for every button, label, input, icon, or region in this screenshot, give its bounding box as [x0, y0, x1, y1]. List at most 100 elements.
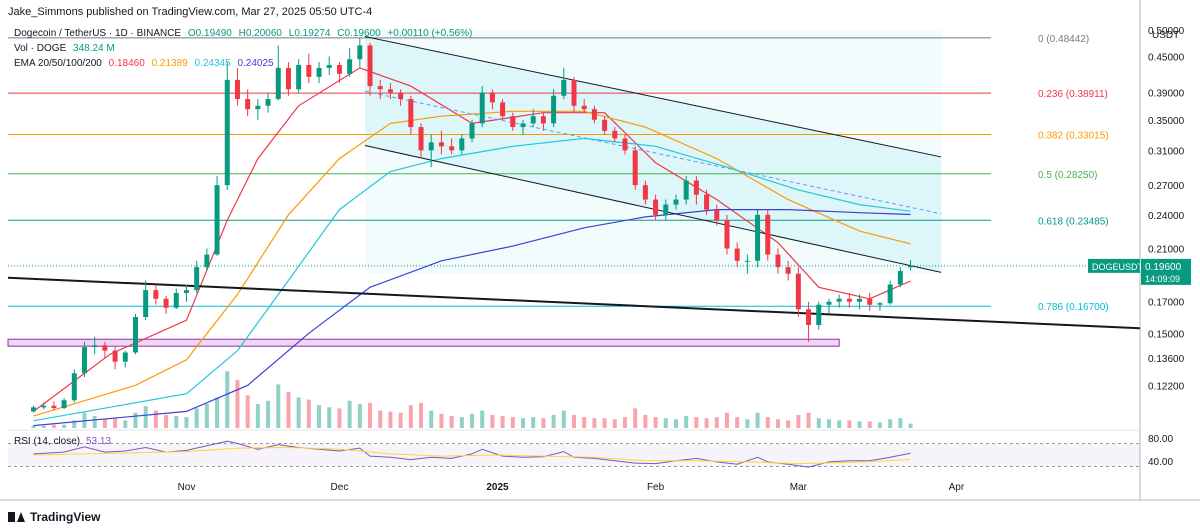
candle-body[interactable] — [71, 373, 77, 401]
candle-body[interactable] — [265, 99, 271, 106]
candle-body[interactable] — [897, 271, 903, 285]
candle-body[interactable] — [816, 304, 822, 326]
candle-body[interactable] — [316, 67, 322, 77]
candle-body[interactable] — [81, 347, 87, 374]
candle-body[interactable] — [540, 116, 546, 124]
candle-body[interactable] — [734, 248, 740, 261]
candle-body[interactable] — [724, 220, 730, 249]
candle-body[interactable] — [693, 180, 699, 195]
symbol-title[interactable]: Dogecoin / TetherUS · 1D · BINANCE — [14, 28, 182, 39]
candle-body[interactable] — [234, 79, 240, 100]
candle-body[interactable] — [755, 214, 761, 261]
candle-body[interactable] — [704, 194, 710, 210]
candle-body[interactable] — [173, 292, 179, 308]
candle-body[interactable] — [591, 109, 597, 120]
candle-body[interactable] — [806, 309, 812, 326]
candle-body[interactable] — [347, 59, 353, 74]
candle-body[interactable] — [500, 102, 506, 117]
candle-body[interactable] — [795, 273, 801, 310]
candle-body[interactable] — [785, 267, 791, 274]
volume-bar — [867, 421, 872, 428]
candle-body[interactable] — [489, 92, 495, 103]
candle-body[interactable] — [622, 138, 628, 151]
ema-line — [33, 209, 911, 427]
candle-body[interactable] — [122, 352, 128, 362]
candle-body[interactable] — [775, 254, 781, 268]
candle-body[interactable] — [204, 254, 210, 268]
candle-body[interactable] — [336, 64, 342, 74]
candle-body[interactable] — [867, 298, 873, 305]
candle-body[interactable] — [908, 265, 914, 268]
candle-body[interactable] — [306, 64, 312, 77]
candle-body[interactable] — [357, 45, 363, 60]
candle-body[interactable] — [530, 116, 536, 124]
candle-body[interactable] — [377, 86, 383, 90]
candle-body[interactable] — [520, 123, 526, 128]
candle-body[interactable] — [857, 298, 863, 302]
candle-body[interactable] — [112, 350, 118, 362]
candle-body[interactable] — [744, 260, 750, 262]
candle-body[interactable] — [183, 290, 189, 293]
volume-bar — [113, 418, 118, 428]
trendline-channel-mid[interactable] — [364, 90, 942, 215]
candle-body[interactable] — [275, 67, 281, 100]
candle-body[interactable] — [479, 92, 485, 124]
volume-bar — [123, 420, 128, 428]
volume-bar — [306, 399, 311, 428]
candle-body[interactable] — [245, 99, 251, 110]
candle-body[interactable] — [571, 79, 577, 106]
candle-body[interactable] — [418, 127, 424, 151]
candle-body[interactable] — [449, 146, 455, 151]
candle-body[interactable] — [428, 142, 434, 151]
candle-body[interactable] — [224, 79, 230, 186]
candle-body[interactable] — [61, 400, 67, 409]
candle-body[interactable] — [581, 105, 587, 110]
volume-label[interactable]: Vol · DOGE — [14, 43, 67, 54]
candle-body[interactable] — [551, 95, 557, 124]
candle-body[interactable] — [296, 64, 302, 90]
candle-body[interactable] — [653, 199, 659, 215]
candle-body[interactable] — [41, 405, 47, 408]
candle-body[interactable] — [459, 138, 465, 151]
candle-body[interactable] — [398, 92, 404, 100]
candle-body[interactable] — [51, 405, 57, 409]
candle-body[interactable] — [612, 130, 618, 139]
candle-body[interactable] — [642, 185, 648, 200]
candle-body[interactable] — [92, 345, 98, 348]
candle-body[interactable] — [132, 317, 138, 353]
ema-label[interactable]: EMA 20/50/100/200 — [14, 58, 102, 69]
candle-body[interactable] — [255, 105, 261, 110]
candle-body[interactable] — [877, 303, 883, 305]
candle-body[interactable] — [30, 407, 36, 412]
trendline-channel-upper[interactable] — [364, 36, 942, 158]
candle-body[interactable] — [143, 290, 149, 318]
candle-body[interactable] — [469, 123, 475, 139]
candle-body[interactable] — [683, 180, 689, 200]
candle-body[interactable] — [561, 79, 567, 96]
candle-body[interactable] — [846, 298, 852, 302]
candle-body[interactable] — [387, 89, 393, 93]
candle-body[interactable] — [765, 214, 771, 255]
candle-body[interactable] — [632, 150, 638, 186]
candle-body[interactable] — [367, 45, 373, 87]
trendline-channel-lower[interactable] — [364, 145, 942, 273]
candle-body[interactable] — [438, 142, 444, 147]
candle-body[interactable] — [163, 298, 169, 308]
candle-body[interactable] — [602, 119, 608, 131]
candle-body[interactable] — [663, 204, 669, 215]
tradingview-logo[interactable]: TradingView — [8, 510, 100, 524]
candle-body[interactable] — [326, 64, 332, 68]
candle-body[interactable] — [714, 209, 720, 221]
candle-body[interactable] — [285, 67, 291, 90]
candle-body[interactable] — [887, 284, 893, 304]
candle-body[interactable] — [194, 267, 200, 291]
candle-body[interactable] — [408, 99, 414, 128]
candle-body[interactable] — [102, 345, 108, 351]
candle-body[interactable] — [153, 290, 159, 299]
candle-body[interactable] — [673, 199, 679, 205]
candle-body[interactable] — [836, 298, 842, 302]
candle-body[interactable] — [510, 116, 516, 128]
candle-body[interactable] — [214, 185, 220, 255]
candle-body[interactable] — [826, 301, 832, 305]
